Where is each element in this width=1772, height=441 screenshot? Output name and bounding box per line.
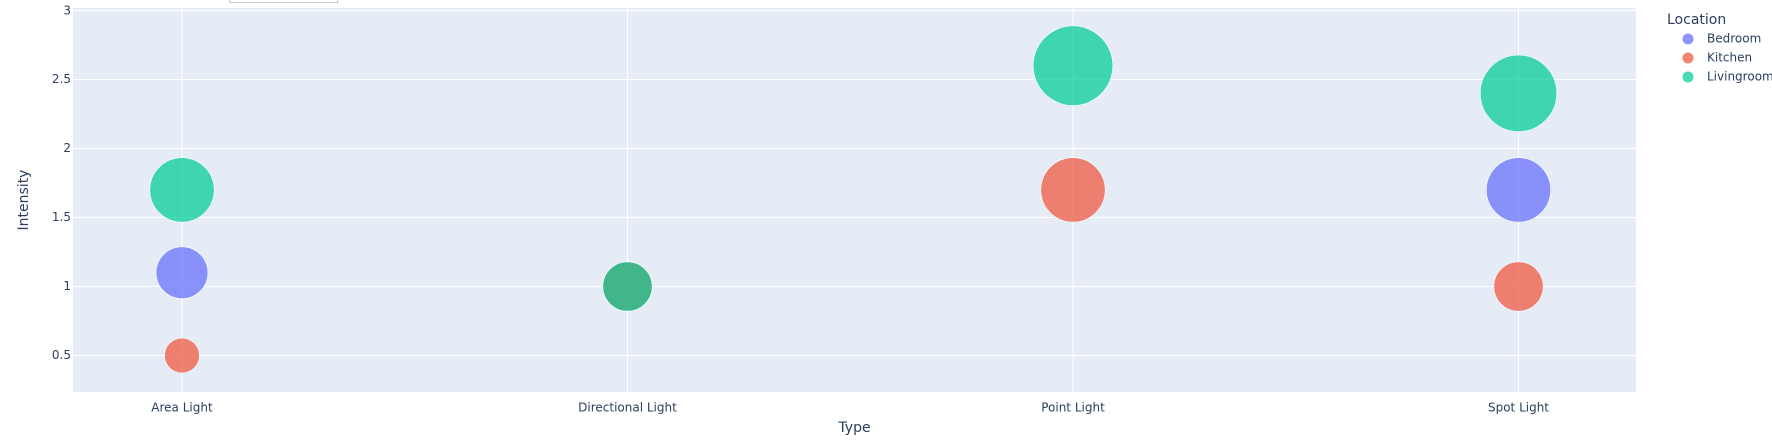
legend-marker-bedroom[interactable]	[1682, 33, 1694, 45]
legend-label-kitchen[interactable]: Kitchen	[1707, 51, 1752, 65]
y-tick-label: 2	[63, 141, 71, 155]
bubble-livingroom[interactable]	[1032, 25, 1114, 106]
bubble-kitchen[interactable]	[1493, 261, 1544, 312]
legend-label-bedroom[interactable]: Bedroom	[1707, 32, 1761, 46]
legend-marker-kitchen[interactable]	[1682, 52, 1694, 64]
y-axis-ticks: 0.5 1 1.5 2 2.5 3	[52, 4, 71, 363]
bubble-kitchen[interactable]	[164, 337, 200, 374]
bubble-bedroom[interactable]	[1485, 157, 1552, 223]
modebar-fragment[interactable]	[229, 0, 338, 3]
x-tick-label: Spot Light	[1488, 401, 1549, 415]
y-tick-label: 1.5	[52, 210, 71, 224]
y-tick-label: 1	[63, 279, 71, 293]
plot-area	[73, 8, 1636, 392]
legend-title: Location	[1667, 12, 1726, 28]
x-axis-title: Type	[837, 420, 870, 436]
bubble-kitchen[interactable]	[1040, 157, 1106, 223]
legend-marker-livingroom[interactable]	[1682, 71, 1694, 83]
bubble-bedroom[interactable]	[155, 246, 209, 299]
x-axis-ticks: Area Light Directional Light Point Light Sp…	[151, 401, 1549, 415]
data-points	[149, 25, 1558, 374]
y-axis-title: Intensity	[16, 170, 32, 231]
x-tick-label: Area Light	[151, 401, 213, 415]
plot-background	[73, 8, 1636, 392]
bubble-livingroom[interactable]	[1479, 54, 1558, 132]
legend[interactable]: Location Bedroom Kitchen Livingroom	[1667, 12, 1772, 84]
y-tick-label: 2.5	[52, 72, 71, 86]
legend-label-livingroom[interactable]: Livingroom	[1707, 70, 1772, 84]
bubble-livingroom[interactable]	[149, 157, 215, 223]
y-tick-label: 0.5	[52, 348, 71, 362]
bubble-livingroom[interactable]	[602, 261, 653, 312]
y-tick-label: 3	[63, 4, 71, 18]
grid-lines	[73, 8, 1636, 392]
x-tick-label: Directional Light	[578, 401, 677, 415]
x-tick-label: Point Light	[1041, 401, 1105, 415]
